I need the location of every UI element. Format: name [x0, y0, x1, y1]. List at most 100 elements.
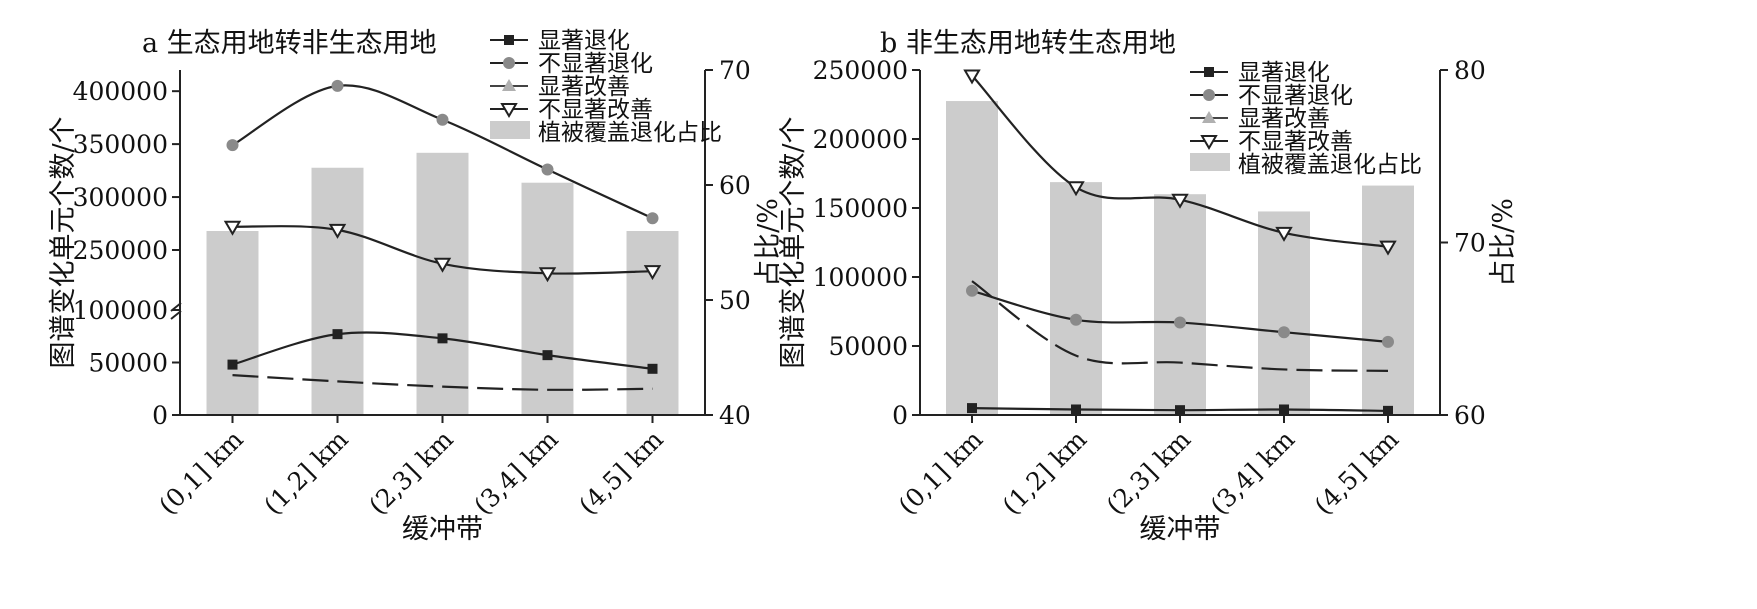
y-tick-label: 300000 — [73, 183, 168, 212]
series-point — [436, 113, 449, 126]
series-point — [328, 223, 347, 239]
series-point — [538, 267, 557, 283]
y2-axis-title: 占比/% — [1488, 198, 1519, 287]
y-tick-label: 250000 — [73, 236, 168, 265]
y-tick-label: 100000 — [73, 296, 168, 325]
x-tick-label: (4,5] km — [1309, 425, 1405, 521]
legend-label: 不显著退化 — [1238, 83, 1353, 109]
x-tick-label: (1,2] km — [997, 425, 1093, 521]
y2-tick-label: 40 — [719, 401, 751, 430]
x-tick-label: (0,1] km — [893, 425, 989, 521]
series-point — [966, 284, 978, 297]
series-point — [963, 69, 981, 85]
y-tick-label: 100000 — [813, 263, 908, 292]
series-point — [1382, 335, 1394, 348]
legend-marker — [1200, 135, 1218, 150]
x-tick-label: (2,3] km — [1101, 425, 1197, 521]
y-tick-label: 250000 — [813, 56, 908, 85]
series-point — [1171, 193, 1189, 209]
series-line — [971, 280, 1389, 372]
legend-label: 显著退化 — [538, 28, 630, 54]
series-point — [1278, 326, 1290, 339]
legend-marker — [1203, 89, 1215, 101]
legend-marker — [504, 35, 514, 45]
bar-degradation-share — [626, 231, 679, 415]
chart-title: b 非生态用地转生态用地 — [880, 28, 1176, 59]
bar-degradation-share — [1154, 194, 1206, 415]
y-tick-label: 50000 — [88, 349, 168, 378]
axis-break-mark — [170, 302, 182, 320]
legend-label: 不显著退化 — [538, 51, 653, 77]
bar-degradation-share — [946, 101, 998, 416]
series-point — [541, 163, 554, 176]
y-tick-label: 0 — [892, 401, 908, 430]
legend-swatch-bar — [1190, 153, 1230, 171]
y2-tick-label: 60 — [1454, 401, 1486, 430]
series-point — [1279, 404, 1289, 415]
x-tick-label: (3,4] km — [1205, 425, 1301, 521]
series-point — [437, 333, 448, 344]
series-point — [1383, 405, 1393, 416]
bar-degradation-share — [1258, 211, 1310, 415]
y-tick-label: 200000 — [813, 125, 908, 154]
y-tick-label: 50000 — [828, 332, 908, 361]
series-line — [232, 374, 653, 391]
bar-degradation-share — [1362, 185, 1414, 415]
series-point — [1067, 181, 1085, 197]
series-point — [1379, 240, 1397, 256]
series-point — [1071, 404, 1081, 415]
series-point — [646, 212, 659, 225]
series-point — [1175, 405, 1185, 416]
legend-marker — [502, 79, 516, 91]
series-point — [331, 79, 344, 92]
series-point — [223, 220, 242, 236]
legend-marker — [503, 57, 515, 69]
y2-tick-label: 50 — [719, 286, 751, 315]
y-axis-title: 图谱变化单元个数/个 — [778, 116, 809, 368]
legend-swatch-bar — [490, 121, 530, 139]
x-tick-label: (3,4] km — [468, 425, 564, 521]
series-point — [647, 363, 658, 374]
legend-label: 不显著改善 — [1238, 129, 1353, 155]
x-axis-title: 缓冲带 — [1140, 514, 1221, 545]
y2-tick-label: 70 — [1454, 229, 1486, 258]
legend-label: 植被覆盖退化占比 — [1238, 152, 1422, 178]
y-tick-label: 150000 — [813, 194, 908, 223]
y-tick-label: 400000 — [73, 77, 168, 106]
legend-marker — [1204, 67, 1214, 77]
y2-axis-title: 占比/% — [753, 198, 784, 287]
series-point — [1174, 316, 1186, 329]
x-tick-label: (0,1] km — [153, 425, 249, 521]
series-point — [332, 329, 343, 340]
legend-label: 显著改善 — [1238, 106, 1330, 132]
series-point — [643, 265, 662, 281]
legend-label: 显著退化 — [1238, 60, 1330, 86]
legend-marker — [500, 103, 518, 118]
legend-label: 显著改善 — [538, 74, 630, 100]
chart-panel-a: 0 50000 100000 250000 300000 350000 400000 40 50… — [48, 28, 784, 545]
y-axis-title: 图谱变化单元个数/个 — [48, 116, 79, 368]
y2-tick-label: 80 — [1454, 56, 1486, 85]
series-point — [1070, 313, 1082, 326]
y2-tick-label: 60 — [719, 171, 751, 200]
bar-degradation-share — [521, 182, 574, 415]
series-point — [227, 359, 238, 370]
bar-degradation-share — [1050, 182, 1102, 415]
series-point — [226, 139, 239, 152]
chart-title: a 生态用地转非生态用地 — [142, 28, 437, 59]
series-point — [433, 257, 452, 273]
legend-marker — [1202, 111, 1216, 123]
bar-degradation-share — [206, 231, 259, 415]
chart-panel-b: 0 50000 100000 150000 200000 250000 60 70 80 (0,1… — [778, 28, 1519, 545]
x-tick-label: (4,5] km — [573, 425, 669, 521]
y-tick-label: 0 — [152, 401, 168, 430]
x-tick-label: (1,2] km — [258, 425, 354, 521]
bar-degradation-share — [416, 152, 469, 416]
x-tick-label: (2,3] km — [363, 425, 459, 521]
legend-label: 不显著改善 — [538, 97, 653, 123]
series-point — [967, 403, 977, 414]
series-point — [1275, 226, 1293, 242]
